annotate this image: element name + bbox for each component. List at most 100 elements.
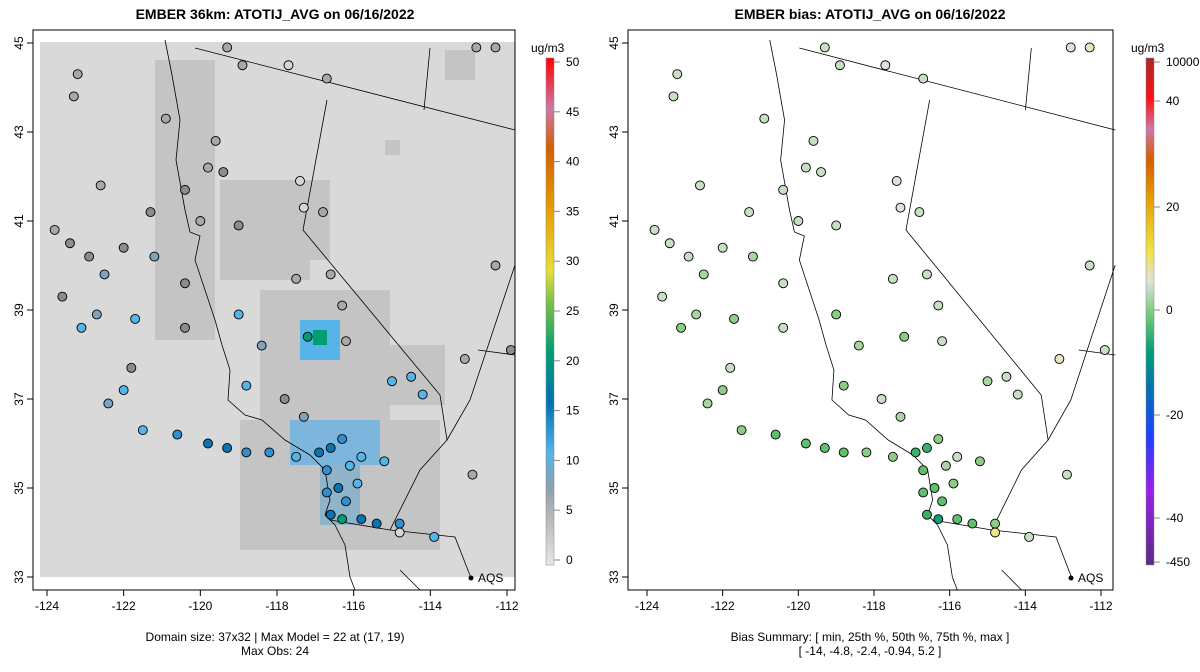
y-tick-label: 43 xyxy=(12,125,26,139)
obs-site-marker xyxy=(698,269,709,280)
y-tick-label: 33 xyxy=(12,570,26,584)
obs-site-marker xyxy=(861,447,872,458)
obs-site-marker xyxy=(218,167,229,178)
colorbar-tick-label: 40 xyxy=(1166,94,1180,108)
obs-site-marker xyxy=(314,447,325,458)
obs-site-marker xyxy=(291,451,302,462)
obs-site-marker xyxy=(668,91,679,102)
obs-site-marker xyxy=(672,69,683,80)
obs-site-marker xyxy=(337,514,348,525)
obs-sites-right xyxy=(649,42,1110,542)
obs-site-marker xyxy=(717,242,728,253)
obs-site-marker xyxy=(1001,371,1012,382)
obs-site-marker xyxy=(379,456,390,467)
colorbar-tick-label: -40 xyxy=(1166,511,1184,525)
obs-site-marker xyxy=(657,291,668,302)
obs-site-marker xyxy=(778,322,789,333)
obs-site-marker xyxy=(325,443,336,453)
aqs-legend-dot xyxy=(468,575,474,581)
obs-site-marker xyxy=(65,238,75,249)
model-cell-max xyxy=(313,330,327,345)
obs-site-marker xyxy=(910,447,921,458)
obs-site-marker xyxy=(895,202,906,213)
obs-site-marker xyxy=(937,336,948,347)
colorbar-tick-label: 5 xyxy=(566,503,573,517)
right-colorbar-ticks: 10000 40 20 0 -20 -40 -450 xyxy=(1154,55,1200,569)
obs-site-marker xyxy=(838,447,849,458)
obs-site-marker xyxy=(933,514,944,525)
obs-site-marker xyxy=(68,91,79,102)
obs-site-marker xyxy=(325,509,336,520)
y-tick-label: 39 xyxy=(12,303,26,317)
obs-site-marker xyxy=(264,447,275,458)
obs-site-marker xyxy=(891,175,902,186)
obs-site-marker xyxy=(649,224,660,235)
obs-site-marker xyxy=(298,411,309,422)
colorbar-tick-label: -20 xyxy=(1166,408,1184,422)
obs-site-marker xyxy=(914,207,925,218)
obs-site-marker xyxy=(325,269,336,280)
obs-site-marker xyxy=(759,113,770,124)
obs-site-marker xyxy=(800,438,811,449)
obs-site-marker xyxy=(352,478,363,489)
obs-site-marker xyxy=(778,278,789,289)
obs-site-marker xyxy=(819,443,830,453)
right-map: -124 -122 -120 -118 -116 -114 -112 45 43 41 39 37 35… xyxy=(607,29,1200,613)
obs-site-marker xyxy=(149,251,160,262)
obs-site-marker xyxy=(467,469,478,480)
obs-site-marker xyxy=(967,518,978,529)
obs-site-marker xyxy=(57,291,68,302)
obs-site-marker xyxy=(180,184,190,195)
x-tick-label: -112 xyxy=(1089,599,1112,613)
obs-site-marker xyxy=(736,425,747,436)
obs-site-marker xyxy=(887,273,898,284)
obs-site-marker xyxy=(417,389,428,400)
colorbar-tick-label: 25 xyxy=(566,304,580,318)
obs-site-marker xyxy=(295,175,305,186)
obs-site-marker xyxy=(922,509,932,520)
obs-site-marker xyxy=(490,42,501,53)
aqs-legend-dot xyxy=(1068,575,1074,581)
aqs-legend-label: AQS xyxy=(1078,571,1103,585)
obs-site-marker xyxy=(664,238,675,249)
colorbar-tick-label: -450 xyxy=(1166,555,1190,569)
obs-site-marker xyxy=(922,443,932,453)
obs-site-marker xyxy=(778,184,789,195)
colorbar-tick-label: 10 xyxy=(566,453,580,467)
obs-site-marker xyxy=(490,260,501,271)
aqs-legend-label: AQS xyxy=(478,571,503,585)
obs-site-marker xyxy=(180,322,190,333)
obs-site-marker xyxy=(341,336,351,347)
obs-site-marker xyxy=(321,487,332,498)
left-colorbar xyxy=(545,57,555,566)
obs-site-marker xyxy=(387,376,397,387)
obs-site-marker xyxy=(256,340,267,351)
obs-site-marker xyxy=(429,532,440,542)
obs-site-marker xyxy=(371,518,382,529)
domain-summary: Domain size: 37x32 | Max Model = 22 at (… xyxy=(145,630,405,644)
obs-site-marker xyxy=(1084,42,1095,53)
obs-site-marker xyxy=(210,135,221,146)
obs-site-marker xyxy=(233,309,244,320)
colorbar-tick-label: 40 xyxy=(566,155,580,169)
colorbar-tick-label: 50 xyxy=(566,55,580,69)
obs-site-marker xyxy=(691,309,702,320)
obs-site-marker xyxy=(76,322,87,333)
obs-site-marker xyxy=(318,207,328,218)
right-axes: -124 -122 -120 -118 -116 -114 -112 45 43 41 39 37 35… xyxy=(607,36,1113,613)
y-tick-label: 35 xyxy=(607,481,621,495)
obs-site-marker xyxy=(990,518,1001,529)
colorbar-tick-label: 15 xyxy=(566,404,580,418)
obs-site-marker xyxy=(344,460,355,471)
obs-site-marker xyxy=(203,438,213,449)
obs-site-marker xyxy=(337,434,348,444)
x-tick-label: -116 xyxy=(342,599,365,613)
colorbar-tick-label: 0 xyxy=(1166,303,1173,317)
left-axes: -124 -122 -120 -118 -116 -114 -112 45 43 41 39 37 35… xyxy=(12,36,519,613)
obs-site-marker xyxy=(990,527,1001,538)
obs-site-marker xyxy=(770,429,781,440)
model-cells-socal xyxy=(290,420,380,465)
obs-site-marker xyxy=(394,518,405,529)
